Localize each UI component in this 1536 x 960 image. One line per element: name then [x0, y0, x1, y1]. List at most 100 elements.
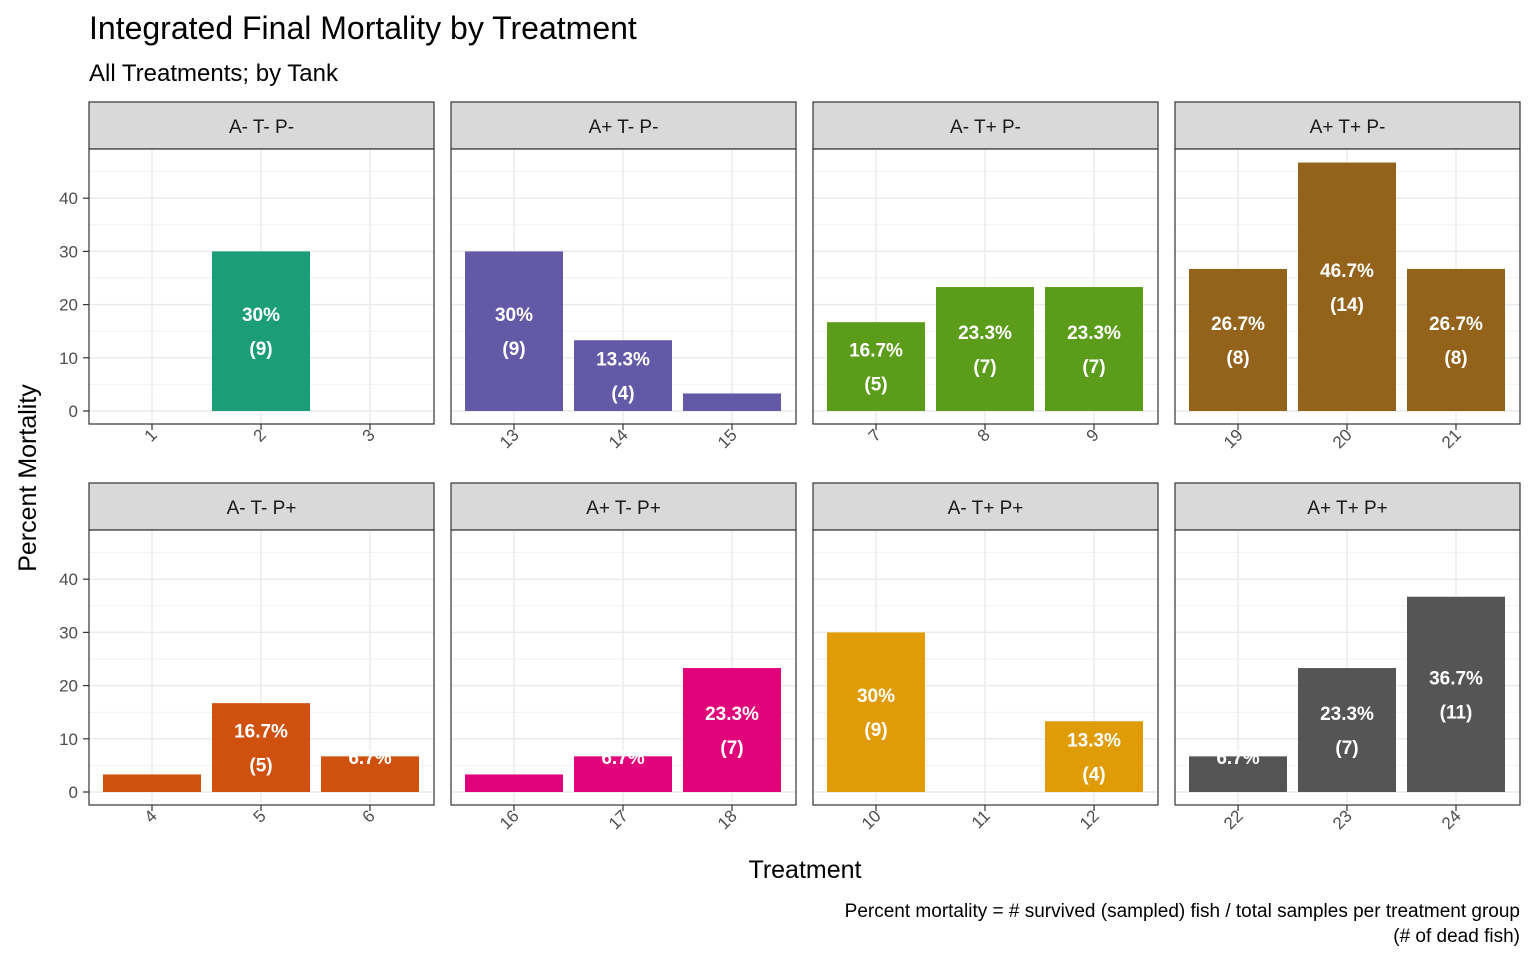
bar [321, 756, 419, 792]
y-tick-label: 20 [59, 296, 78, 315]
count-label: (11) [1440, 702, 1473, 723]
data-label: 23.3% [958, 323, 1012, 344]
x-tick-label: 16 [496, 806, 523, 833]
count-label: (5) [249, 756, 272, 777]
facet-strip [88, 101, 435, 150]
x-tick-label: 3 [359, 425, 379, 445]
y-tick-label: 30 [59, 242, 78, 261]
bar [683, 393, 781, 411]
facet-strip-label: A+ T+ P+ [1307, 498, 1387, 519]
count-label: (7) [973, 357, 996, 378]
facet-strip [1174, 101, 1521, 150]
facet-panel: A- T+ P- 16.7% (5) 23.3% (7) 23.3% (7) 7 8 9 [812, 101, 1159, 446]
data-label: 6.7% [601, 748, 644, 769]
y-tick-label: 40 [59, 570, 78, 589]
data-label: 16.7% [234, 722, 288, 743]
bar [827, 322, 925, 411]
x-axis-title: Treatment [748, 856, 861, 884]
facet-strip-label: A+ T- P+ [586, 498, 661, 519]
x-tick-label: 18 [714, 806, 741, 833]
facet-strip [812, 101, 1159, 150]
facet-strip-label: A- T- P+ [227, 498, 297, 519]
x-tick-label: 15 [714, 425, 741, 452]
x-tick-label: 1 [141, 425, 161, 445]
data-label: 46.7% [1320, 261, 1374, 282]
y-axis-title: Percent Mortality [14, 384, 42, 572]
data-label: 13.3% [1067, 731, 1121, 752]
y-tick-label: 20 [59, 677, 78, 696]
x-tick-label: 7 [865, 425, 885, 445]
x-tick-label: 8 [974, 425, 994, 445]
bar [465, 774, 563, 792]
x-tick-label: 2 [250, 425, 270, 445]
y-tick-label: 0 [69, 402, 78, 421]
bar [1189, 756, 1287, 792]
x-tick-label: 4 [141, 806, 161, 826]
facet-strip-label: A- T+ P+ [948, 498, 1024, 519]
bar [103, 774, 201, 792]
y-tick-label: 10 [59, 730, 78, 749]
x-tick-label: 9 [1083, 425, 1103, 445]
facet-strip-label: A+ T+ P- [1310, 117, 1386, 138]
data-label: 30% [857, 686, 895, 707]
facet-strip-label: A+ T- P- [589, 117, 659, 138]
count-label: (5) [864, 375, 887, 396]
data-label: 23.3% [1320, 704, 1374, 725]
x-tick-label: 13 [496, 425, 523, 452]
facet-panel: A+ T- P- 30% (9) 13.3% (4) 13 14 15 [450, 101, 797, 452]
count-label: (7) [1082, 357, 1105, 378]
x-tick-label: 10 [858, 806, 885, 833]
caption-line-1: Percent mortality = # survived (sampled)… [845, 901, 1520, 922]
count-label: (8) [1444, 348, 1467, 369]
facet-strip [1174, 482, 1521, 531]
x-tick-label: 22 [1220, 806, 1247, 833]
chart-title: Integrated Final Mortality by Treatment [89, 10, 637, 46]
data-label: 36.7% [1429, 668, 1483, 689]
bar [212, 703, 310, 792]
facet-strip [812, 482, 1159, 531]
facet-panel: A+ T+ P- 26.7% (8) 46.7% (14) 26.7% (8) 19 20 21 [1174, 101, 1521, 452]
count-label: (9) [502, 339, 525, 360]
x-tick-label: 5 [250, 806, 270, 826]
x-tick-label: 11 [968, 806, 994, 832]
data-label: 30% [242, 305, 280, 326]
facet-strip [450, 101, 797, 150]
bar [1045, 287, 1143, 411]
y-tick-label: 10 [59, 349, 78, 368]
facet-panel: A- T+ P+ 30% (9) 13.3% (4) 10 11 12 [812, 482, 1159, 833]
bar [574, 756, 672, 792]
x-tick-label: 6 [359, 806, 379, 826]
count-label: (8) [1226, 348, 1249, 369]
bar [1298, 668, 1396, 792]
data-label: 13.3% [596, 350, 650, 371]
chart-subtitle: All Treatments; by Tank [89, 60, 339, 87]
facet-panel: A- T- P- 30% (9) 0 10 20 30 40 1 2 3 [59, 101, 435, 446]
x-tick-label: 12 [1076, 806, 1103, 833]
bar [212, 251, 310, 411]
facet-strip-label: A- T+ P- [950, 117, 1021, 138]
data-label: 6.7% [348, 748, 391, 769]
count-label: (4) [611, 384, 634, 405]
x-tick-label: 17 [605, 806, 632, 833]
bar [1407, 596, 1505, 792]
facet-panel: A+ T- P+ 6.7% 23.3% (7) 16 17 18 [450, 482, 797, 833]
bar [465, 251, 563, 411]
bar [1045, 721, 1143, 792]
count-label: (4) [1082, 765, 1105, 786]
count-label: (14) [1330, 295, 1364, 316]
count-label: (7) [1335, 738, 1358, 759]
bar [574, 340, 672, 411]
bar [936, 287, 1034, 411]
x-tick-label: 14 [605, 425, 632, 452]
caption-line-2: (# of dead fish) [1393, 926, 1520, 947]
data-label: 26.7% [1429, 314, 1483, 335]
bar [1407, 268, 1505, 411]
y-tick-label: 30 [59, 623, 78, 642]
x-tick-label: 24 [1438, 806, 1465, 833]
x-tick-label: 21 [1438, 425, 1465, 452]
bar [1298, 162, 1396, 411]
data-label: 23.3% [705, 704, 759, 725]
y-tick-label: 0 [69, 783, 78, 802]
